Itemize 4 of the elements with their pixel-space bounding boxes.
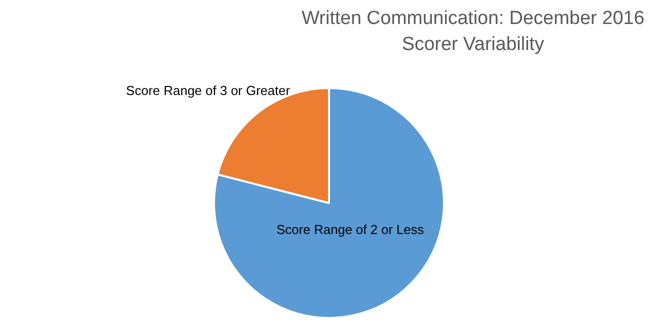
chart-title: Written Communication: December 2016: [300, 7, 646, 31]
slice-label: Score Range of 2 or Less: [276, 222, 424, 237]
slice-label: Score Range of 3 or Greater: [126, 82, 291, 98]
chart-subtitle: Scorer Variability: [400, 33, 546, 57]
